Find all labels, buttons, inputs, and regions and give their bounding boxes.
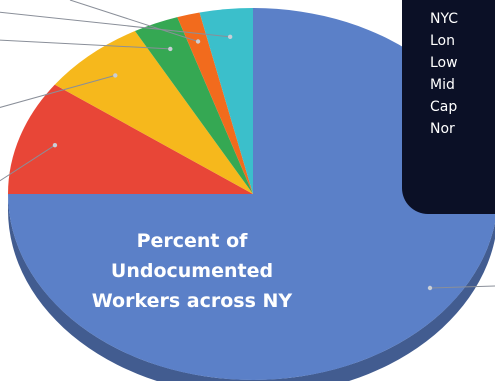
legend-panel: NYC Lon Low Mid Cap Nor — [402, 0, 495, 214]
pie-slice-cap — [177, 12, 253, 195]
leader-line-mid — [0, 39, 171, 50]
pie-slice-low — [54, 31, 254, 194]
leader-line-nor — [0, 11, 231, 38]
leader-line-nyc — [429, 285, 495, 289]
legend-item-cap: Cap — [430, 99, 458, 115]
pie-slice-lon — [8, 84, 253, 194]
pie-slice-nor — [199, 7, 253, 194]
legend-item-nor: Nor — [430, 121, 455, 137]
leader-dot-lon — [52, 142, 58, 148]
leader-dot-cap — [195, 39, 201, 44]
pie-slice-mid — [134, 17, 253, 195]
legend-item-low: Low — [430, 55, 458, 71]
leader-dot-nor — [227, 34, 233, 40]
pie-slice-nyc — [8, 8, 495, 380]
legend-item-mid: Mid — [430, 77, 455, 93]
chart-title-line-2: Workers across NY — [91, 290, 293, 312]
leader-dot-mid — [168, 46, 173, 52]
leader-line-lon — [0, 144, 56, 182]
chart-title-line-1: Percent of Undocumented — [110, 230, 274, 282]
legend-item-nyc: NYC — [430, 11, 459, 27]
legend-item-lon: Lon — [430, 33, 455, 49]
leader-line-low — [0, 74, 116, 108]
leader-dot-nyc — [427, 285, 433, 291]
leader-line-cap — [69, 0, 199, 42]
chart-title: Percent of Undocumented Workers across N… — [62, 226, 322, 316]
leader-dot-low — [113, 73, 118, 78]
